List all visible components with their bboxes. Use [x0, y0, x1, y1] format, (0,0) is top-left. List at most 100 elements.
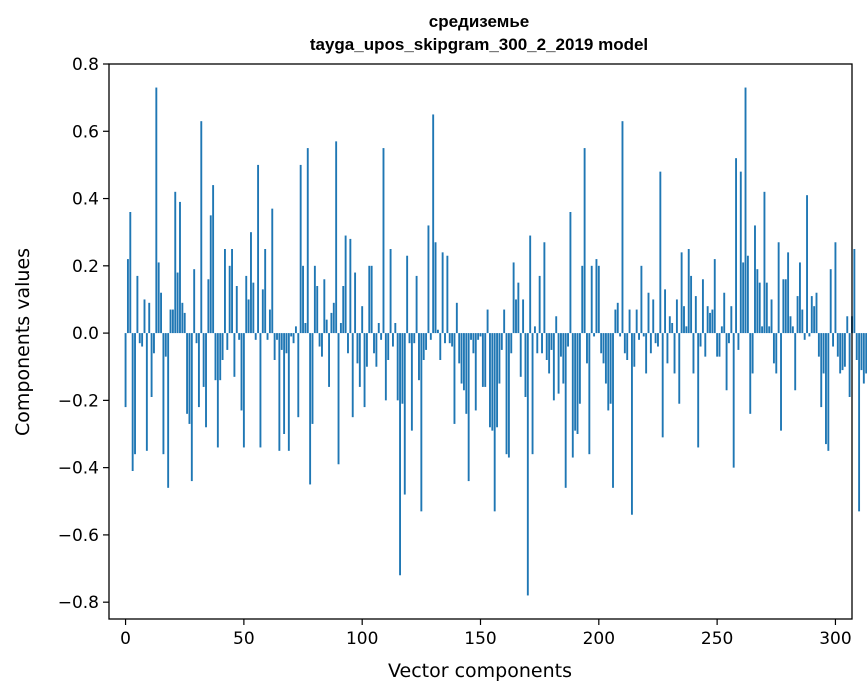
bar-255: [728, 333, 730, 344]
bar-69: [287, 333, 290, 451]
bar-103: [368, 265, 371, 334]
bar-194: [583, 148, 586, 334]
bar-50: [242, 333, 245, 448]
bar-242: [697, 333, 700, 448]
bar-251: [718, 333, 721, 357]
bar-136: [446, 255, 449, 334]
bar-18: [167, 333, 170, 488]
bar-262: [744, 87, 747, 334]
bar-263: [746, 255, 749, 334]
bar-154: [489, 333, 491, 428]
bar-20: [171, 309, 174, 334]
bar-275: [775, 333, 778, 374]
bar-129: [429, 333, 432, 340]
bar-61: [268, 309, 271, 334]
bar-142: [460, 333, 463, 384]
bar-83: [321, 333, 323, 357]
bar-12: [153, 333, 155, 354]
bar-247: [709, 312, 711, 334]
bar-122: [413, 333, 416, 344]
bar-222: [649, 333, 652, 354]
y-axis-label: Components values: [12, 248, 34, 436]
bar-151: [481, 333, 484, 387]
bar-110: [384, 333, 387, 401]
x-tick-label: 300: [819, 629, 851, 649]
chart-title: средиземье: [429, 12, 529, 31]
bar-8: [143, 299, 146, 334]
bar-41: [221, 333, 224, 360]
bar-193: [581, 265, 584, 334]
bar-205: [609, 333, 612, 404]
bar-160: [503, 309, 506, 334]
bar-301: [836, 333, 839, 357]
bar-183: [557, 333, 560, 394]
bar-72: [294, 326, 297, 334]
bar-62: [271, 208, 274, 334]
bar-71: [292, 333, 295, 344]
bar-81: [316, 286, 319, 334]
bar-135: [444, 333, 446, 344]
bar-4: [134, 333, 136, 455]
bar-46: [233, 333, 236, 377]
bar-82: [318, 333, 321, 347]
bar-245: [704, 333, 707, 357]
bar-203: [604, 333, 607, 384]
bar-250: [716, 333, 719, 357]
bar-118: [403, 333, 406, 495]
y-tick-label: 0.2: [72, 257, 99, 277]
bar-49: [240, 333, 243, 411]
bar-171: [529, 235, 532, 334]
bar-60: [266, 333, 269, 340]
bar-109: [382, 148, 385, 334]
bar-260: [739, 171, 742, 334]
bar-115: [396, 333, 399, 401]
bar-85: [325, 319, 328, 334]
bar-149: [477, 333, 480, 340]
bar-9: [145, 333, 148, 451]
bar-291: [813, 306, 816, 334]
bar-204: [607, 333, 610, 411]
bar-84: [323, 279, 326, 334]
bar-233: [675, 299, 678, 334]
bar-231: [671, 323, 674, 334]
bar-259: [737, 333, 740, 350]
bar-215: [633, 333, 636, 367]
bar-219: [642, 333, 645, 337]
bar-0: [124, 333, 127, 408]
bar-16: [162, 333, 165, 455]
bar-6: [138, 333, 141, 344]
bar-90: [337, 333, 340, 465]
bar-310: [858, 333, 861, 512]
bar-106: [375, 333, 378, 367]
bar-292: [815, 292, 818, 334]
bar-237: [685, 326, 688, 334]
bar-112: [389, 249, 392, 334]
bar-305: [846, 316, 849, 334]
y-tick-label: 0.8: [72, 55, 99, 75]
bar-30: [195, 333, 198, 344]
bar-198: [593, 333, 596, 337]
bar-113: [392, 333, 394, 347]
bar-153: [486, 309, 489, 334]
bar-236: [683, 306, 685, 334]
bar-187: [567, 333, 569, 347]
bar-152: [484, 333, 487, 387]
bar-302: [839, 333, 842, 374]
bar-38: [214, 333, 217, 381]
bar-17: [164, 333, 167, 357]
bar-22: [176, 272, 179, 334]
bar-36: [209, 215, 212, 334]
bar-258: [735, 158, 737, 334]
bar-208: [616, 302, 619, 334]
bar-96: [351, 333, 354, 418]
bar-42: [224, 249, 226, 334]
bar-134: [441, 252, 444, 334]
y-axis-ticks: −0.8 −0.6 −0.4 −0.2 0.0 0.2 0.4 0.6 0.8: [58, 55, 109, 613]
chart-subtitle: tayga_upos_skipgram_300_2_2019 model: [310, 35, 648, 54]
bar-2: [129, 212, 132, 334]
bar-111: [387, 333, 390, 360]
bar-228: [664, 289, 667, 334]
bar-77: [306, 148, 309, 334]
bar-44: [228, 265, 231, 334]
